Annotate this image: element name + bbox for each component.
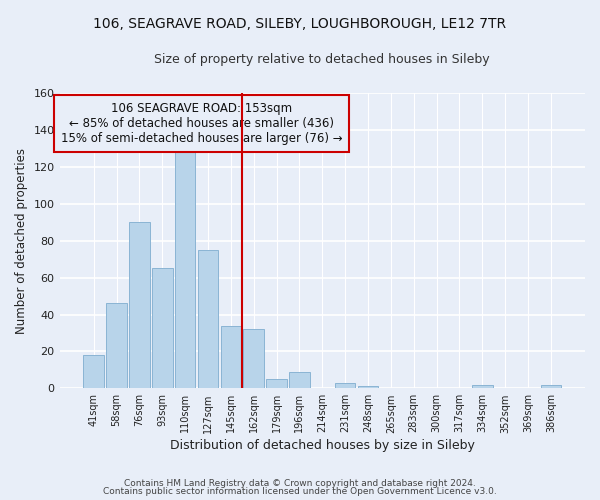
Text: Contains public sector information licensed under the Open Government Licence v3: Contains public sector information licen… — [103, 487, 497, 496]
Bar — [472, 384, 493, 388]
Bar — [289, 372, 310, 388]
Text: 106 SEAGRAVE ROAD: 153sqm
← 85% of detached houses are smaller (436)
15% of semi: 106 SEAGRAVE ROAD: 153sqm ← 85% of detac… — [61, 102, 342, 145]
Bar — [198, 250, 218, 388]
X-axis label: Distribution of detached houses by size in Sileby: Distribution of detached houses by size … — [170, 440, 475, 452]
Bar — [266, 379, 287, 388]
Bar — [106, 304, 127, 388]
Bar — [83, 355, 104, 388]
Y-axis label: Number of detached properties: Number of detached properties — [15, 148, 28, 334]
Bar — [244, 330, 264, 388]
Bar — [541, 384, 561, 388]
Title: Size of property relative to detached houses in Sileby: Size of property relative to detached ho… — [154, 52, 490, 66]
Bar — [221, 326, 241, 388]
Bar — [152, 268, 173, 388]
Bar — [129, 222, 150, 388]
Bar — [358, 386, 378, 388]
Bar — [335, 383, 355, 388]
Text: Contains HM Land Registry data © Crown copyright and database right 2024.: Contains HM Land Registry data © Crown c… — [124, 478, 476, 488]
Bar — [175, 148, 196, 388]
Text: 106, SEAGRAVE ROAD, SILEBY, LOUGHBOROUGH, LE12 7TR: 106, SEAGRAVE ROAD, SILEBY, LOUGHBOROUGH… — [94, 18, 506, 32]
